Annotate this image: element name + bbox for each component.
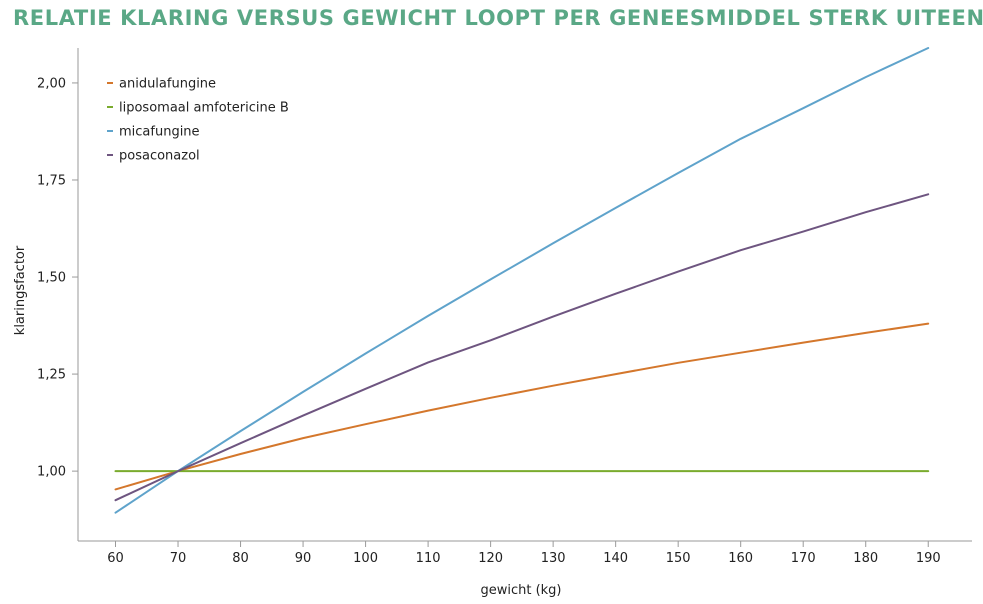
series-line-anidulafungine	[114, 322, 930, 491]
y-tick-label: 1,75	[37, 173, 66, 188]
x-tick-label: 180	[853, 551, 878, 566]
legend: anidulafungine liposomaal amfotericine B m…	[107, 77, 289, 164]
x-ticks: 60 70 80 90 100 110 120 130 140 150 160 170 180 190	[107, 541, 941, 566]
y-tick-label: 1,00	[37, 465, 66, 480]
y-ticks: 1,00 1,25 1,50 1,75 2,00	[37, 76, 78, 480]
chart-title: RELATIE KLARING VERSUS GEWICHT LOOPT PER…	[13, 6, 983, 30]
series-line-micafungine	[114, 47, 930, 514]
axes	[77, 48, 972, 542]
x-tick-label: 100	[353, 551, 378, 566]
x-tick-label: 80	[232, 551, 249, 566]
series-lines	[114, 47, 930, 514]
x-tick-label: 90	[295, 551, 312, 566]
x-tick-label: 120	[478, 551, 503, 566]
series-line-posaconazol	[114, 193, 930, 502]
x-tick-label: 140	[603, 551, 628, 566]
legend-label: liposomaal amfotericine B	[119, 101, 289, 116]
x-tick-label: 160	[728, 551, 753, 566]
y-tick-label: 2,00	[37, 76, 66, 91]
x-tick-label: 60	[107, 551, 124, 566]
y-tick-label: 1,50	[37, 271, 66, 286]
x-tick-label: 150	[666, 551, 691, 566]
y-tick-label: 1,25	[37, 368, 66, 383]
x-axis-title: gewicht (kg)	[480, 583, 561, 598]
x-tick-label: 190	[916, 551, 941, 566]
x-tick-label: 70	[170, 551, 187, 566]
legend-label: micafungine	[119, 125, 200, 140]
y-axis-title: klaringsfactor	[13, 245, 28, 335]
x-tick-label: 130	[541, 551, 566, 566]
x-tick-label: 170	[791, 551, 816, 566]
legend-label: anidulafungine	[119, 77, 216, 92]
legend-label: posaconazol	[119, 149, 200, 164]
x-tick-label: 110	[416, 551, 441, 566]
